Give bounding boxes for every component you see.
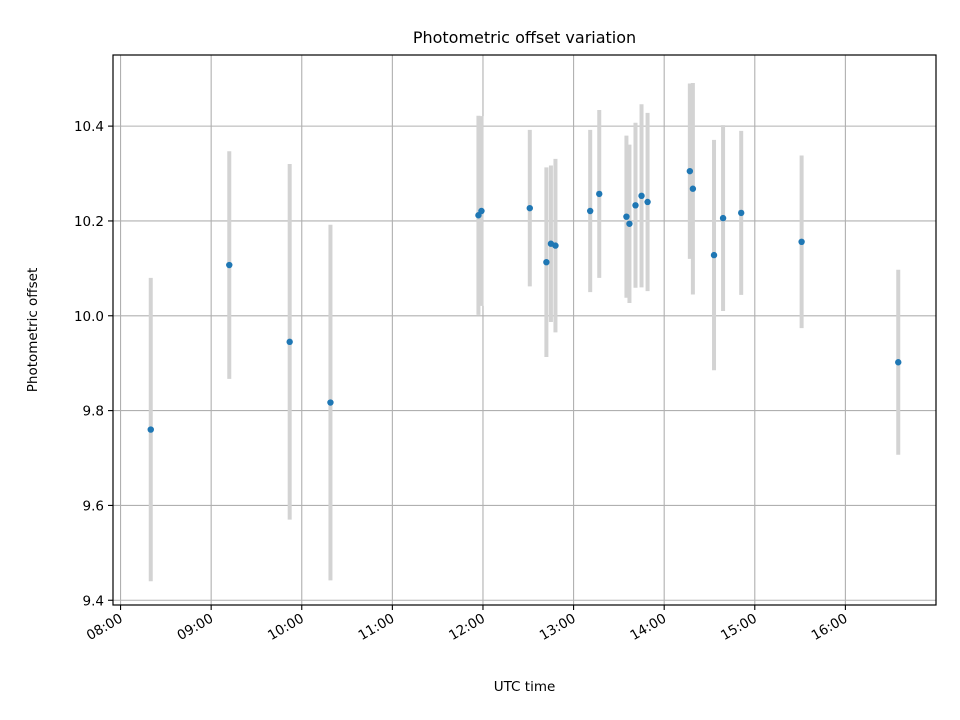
data-point (689, 185, 697, 192)
data-point (895, 359, 902, 366)
data-point (798, 238, 805, 246)
plot-frame (112, 54, 937, 606)
y-axis-label: Photometric offset (25, 268, 41, 392)
y-tick-label: 9.4 (83, 593, 104, 609)
data-point (596, 190, 603, 198)
y-tick-label: 10.0 (74, 309, 104, 325)
grid (113, 55, 936, 605)
chart-title: Photometric offset variation (413, 28, 636, 47)
data-point (710, 251, 718, 259)
data-points (147, 167, 902, 433)
data-point (226, 261, 233, 269)
data-point (737, 209, 745, 217)
data-point (543, 258, 550, 266)
y-tick-label: 9.8 (83, 404, 104, 420)
y-tick-label: 10.4 (74, 119, 104, 135)
data-point (478, 207, 485, 215)
data-point (286, 338, 293, 346)
data-point (552, 242, 559, 249)
data-point (623, 213, 630, 220)
data-point (719, 214, 727, 222)
data-point (686, 167, 694, 175)
data-point (327, 399, 334, 406)
data-point (638, 192, 645, 200)
y-axis-ticks: 9.4 9.6 9.8 10.0 10.2 10.4 (74, 119, 113, 609)
data-point (632, 202, 639, 209)
data-point (586, 207, 594, 215)
data-point (626, 220, 633, 227)
x-axis-label: UTC time (494, 679, 556, 695)
y-tick-label: 9.6 (83, 498, 104, 514)
data-point (644, 198, 651, 206)
data-point (526, 204, 533, 212)
data-point (147, 426, 154, 433)
y-tick-label: 10.2 (74, 214, 104, 230)
